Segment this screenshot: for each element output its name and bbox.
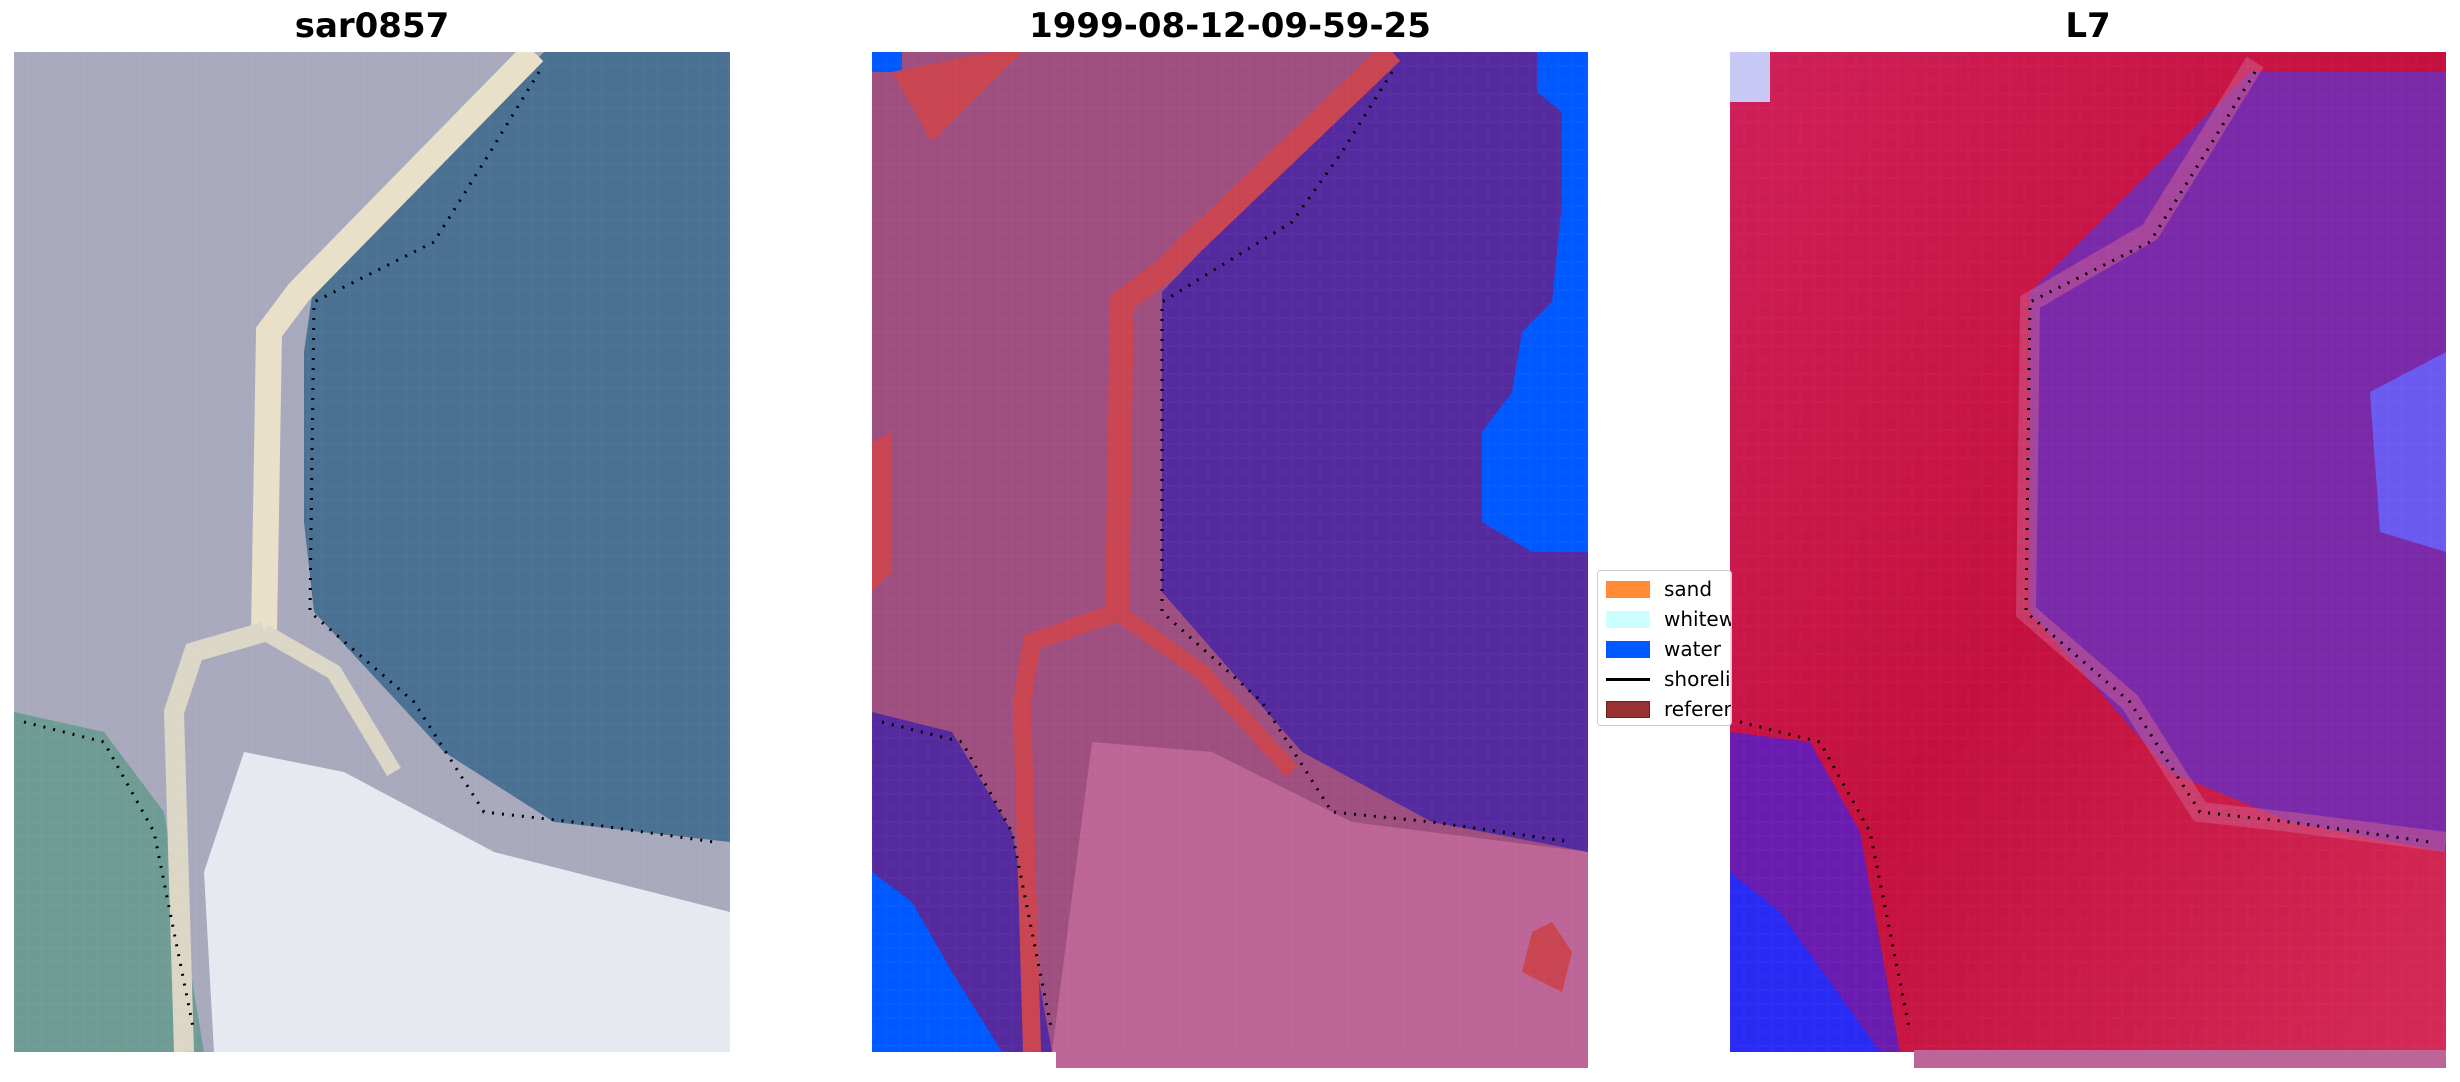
mndwi-image-panel — [1730, 52, 2446, 1052]
legend-item-sand: sand — [1606, 577, 1712, 601]
legend-swatch-reference-shoreline — [1606, 700, 1650, 718]
legend-swatch-whitewater — [1606, 610, 1650, 628]
legend-item-reference-shoreline: reference shoreline — [1606, 697, 1731, 721]
panel-title-mndwi: L7 — [2065, 6, 2111, 46]
legend-swatch-sand — [1606, 580, 1650, 598]
reference-strip-classified — [1056, 1050, 1588, 1068]
classified-image-panel — [872, 52, 1588, 1052]
panel-title-classified: 1999-08-12-09-59-25 — [1029, 6, 1431, 46]
legend-line-shoreline — [1606, 677, 1650, 681]
legend-item-shoreline: shoreline — [1606, 667, 1731, 691]
legend-label: shoreline — [1664, 667, 1731, 691]
rgb-image-panel — [14, 52, 730, 1052]
panel-title-rgb: sar0857 — [294, 6, 450, 46]
legend-label: sand — [1664, 577, 1713, 601]
legend-label: water — [1664, 637, 1721, 661]
legend-swatch-water — [1606, 640, 1650, 658]
rgb-image — [14, 52, 730, 1052]
mndwi-image — [1730, 52, 2446, 1052]
classified-image — [872, 52, 1588, 1052]
legend-label: reference shoreline — [1664, 697, 1731, 721]
legend-item-water: water — [1606, 637, 1721, 661]
reference-strip-mndwi — [1914, 1050, 2446, 1068]
